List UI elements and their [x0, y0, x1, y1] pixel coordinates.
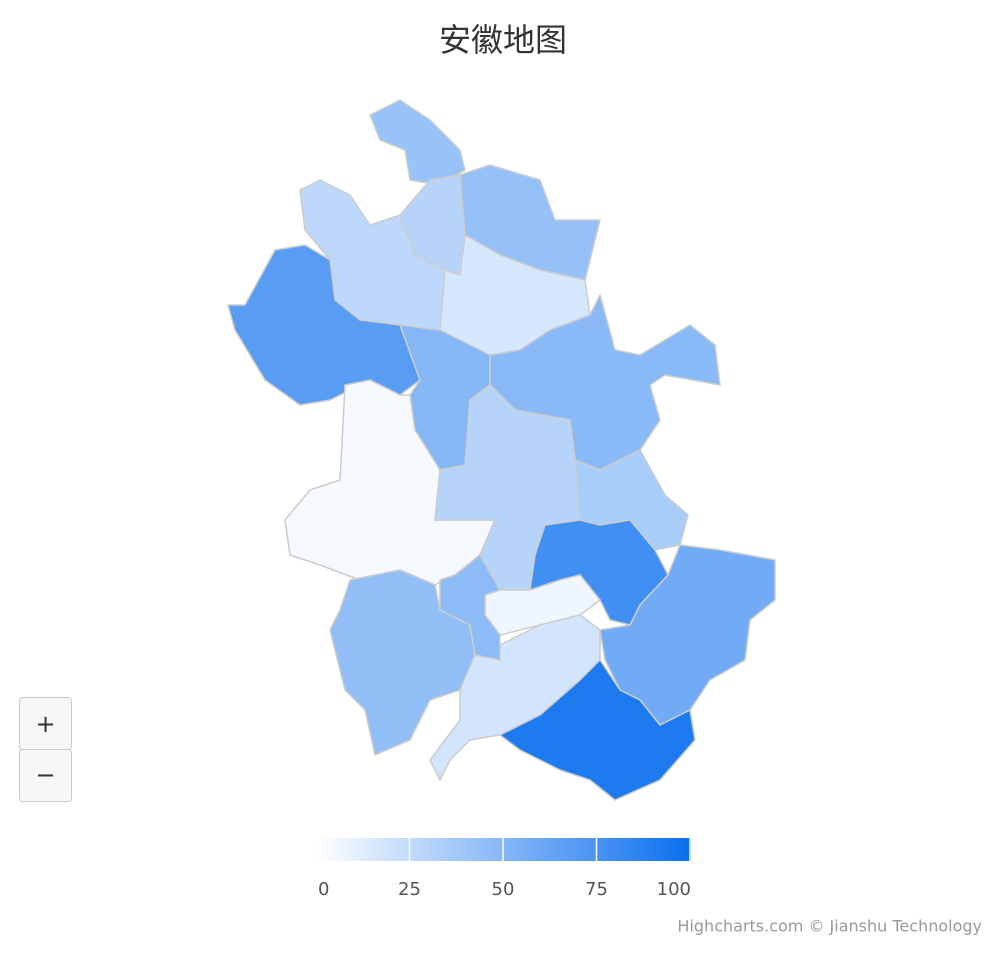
zoom-in-button[interactable]: + [19, 697, 72, 750]
legend-tick-label: 0 [318, 879, 329, 900]
zoom-in-label[interactable]: + [35, 710, 55, 738]
legend-tick-label: 100 [657, 879, 691, 900]
zoom-out-label[interactable]: − [35, 761, 55, 789]
legend-tick-label: 50 [492, 879, 515, 900]
legend-tick-label: 25 [398, 879, 421, 900]
zoom-out-button[interactable]: − [19, 749, 72, 802]
region [369, 99, 466, 186]
chart-title: 安徽地图 [439, 21, 567, 59]
credits[interactable]: Highcharts.com © Jianshu Technology [677, 917, 982, 936]
region [499, 659, 696, 801]
region [329, 569, 476, 756]
region [439, 554, 501, 661]
legend-tick-label: 75 [585, 879, 608, 900]
map [227, 99, 776, 801]
